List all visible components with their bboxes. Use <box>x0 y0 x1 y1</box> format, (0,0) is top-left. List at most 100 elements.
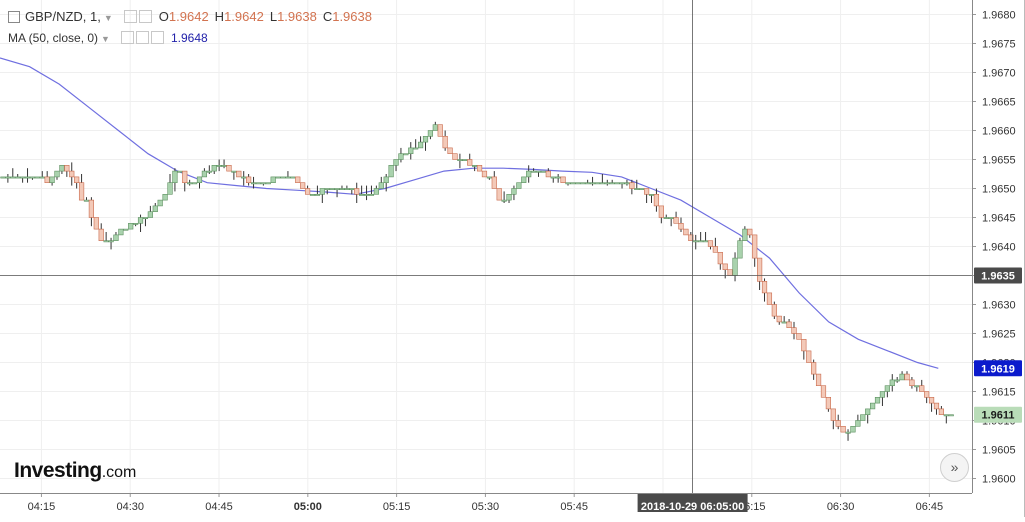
candle-body <box>653 194 660 207</box>
candle-body <box>211 165 217 172</box>
candle-body <box>855 420 861 427</box>
symbol-dropdown-icon[interactable]: ▼ <box>103 12 113 23</box>
y-tick-label: 1.9660 <box>982 126 1016 138</box>
candle-body <box>904 373 910 381</box>
candle-body <box>309 194 316 196</box>
candle-body <box>39 176 45 179</box>
candle-body <box>206 170 212 173</box>
crosshair-date-label: 2018-10-29 06:05:00 <box>641 501 744 513</box>
x-tick-label: 04:45 <box>205 501 233 513</box>
candle-body <box>511 188 517 195</box>
candle-body <box>442 136 448 149</box>
candle-body <box>850 425 856 433</box>
candle-body <box>535 170 542 173</box>
low-label: L <box>269 9 278 24</box>
settings-icon[interactable] <box>138 10 152 24</box>
candle-body <box>825 396 831 410</box>
x-tick-label: 04:30 <box>116 501 144 513</box>
visibility-icon[interactable] <box>120 31 134 45</box>
candle-body <box>231 170 237 173</box>
candle-body <box>403 153 409 156</box>
candle-body <box>717 252 723 265</box>
candle-body <box>757 257 763 282</box>
y-tick-label: 1.9600 <box>982 474 1016 486</box>
candle-body <box>368 194 375 196</box>
candle-body <box>555 176 561 179</box>
candle-body <box>766 292 773 305</box>
open-value: 1.9642 <box>168 9 209 24</box>
candle-body <box>928 396 935 404</box>
candle-body <box>10 176 16 179</box>
candle-body <box>702 240 709 243</box>
candle-body <box>894 379 900 382</box>
candle-body <box>280 176 286 179</box>
candle-body <box>373 188 379 195</box>
candle-body <box>437 124 443 137</box>
crosshair <box>0 0 972 493</box>
ma-label[interactable]: MA (50, close, 0) <box>8 31 99 45</box>
crosshair-date-tag <box>637 494 748 512</box>
candle-body <box>943 414 949 417</box>
candle-body <box>417 141 424 149</box>
symbol-label[interactable]: GBP/NZD, 1, <box>25 9 101 24</box>
y-tick-label: 1.9655 <box>982 155 1016 167</box>
candle-body <box>128 223 134 230</box>
candle-body <box>344 188 350 191</box>
ma-dropdown-icon[interactable]: ▼ <box>101 33 110 44</box>
candle-body <box>820 385 827 398</box>
visibility-icon[interactable] <box>123 10 137 24</box>
candle-body <box>78 182 85 201</box>
candle-body <box>501 199 507 202</box>
close-value: 1.9638 <box>332 9 372 24</box>
candle-body <box>516 182 522 189</box>
candle-body <box>933 402 940 410</box>
x-tick-label: 06:30 <box>827 501 855 513</box>
candle-body <box>319 188 325 195</box>
candle-body <box>314 194 321 196</box>
candle-body <box>5 176 11 179</box>
close-label: C <box>322 9 333 24</box>
candle-body <box>580 182 586 185</box>
candle-body <box>899 373 905 381</box>
candle-body <box>354 188 360 195</box>
candle-body <box>732 257 738 276</box>
candle-body <box>452 153 458 160</box>
candle-body <box>722 263 728 270</box>
candle-body <box>64 165 70 172</box>
candle-body <box>196 176 203 183</box>
candle-body <box>393 159 399 166</box>
candle-body <box>781 321 787 324</box>
candle-body <box>752 234 758 259</box>
candle-body <box>771 304 777 317</box>
candle-body <box>265 182 271 185</box>
x-tick-label: 05:15 <box>383 501 411 513</box>
candle-body <box>742 228 748 242</box>
scroll-to-latest-button[interactable]: » <box>940 453 969 482</box>
candle-body <box>44 176 50 183</box>
candle-body <box>938 408 944 415</box>
candle-body <box>761 280 768 294</box>
candle-body <box>290 176 296 179</box>
settings-icon[interactable] <box>135 31 149 45</box>
close-icon[interactable] <box>150 31 164 45</box>
candle-body <box>457 159 463 162</box>
collapse-icon[interactable] <box>8 10 20 23</box>
last-price-tag <box>974 406 1022 423</box>
candle-body <box>589 182 596 185</box>
y-tick-label: 1.9665 <box>982 97 1016 109</box>
candle-body <box>874 396 881 404</box>
candle-body <box>467 159 473 166</box>
candle-body <box>152 205 158 212</box>
x-tick-label: 05:30 <box>472 501 500 513</box>
y-tick-label: 1.9625 <box>982 329 1016 341</box>
candle-body <box>707 240 714 247</box>
candle-body <box>526 170 532 178</box>
candle-body <box>786 321 792 328</box>
candle-body <box>476 165 483 172</box>
candle-body <box>609 182 615 185</box>
candle-body <box>462 159 468 162</box>
crosshair-price-tag-label: 1.9635 <box>981 271 1015 283</box>
